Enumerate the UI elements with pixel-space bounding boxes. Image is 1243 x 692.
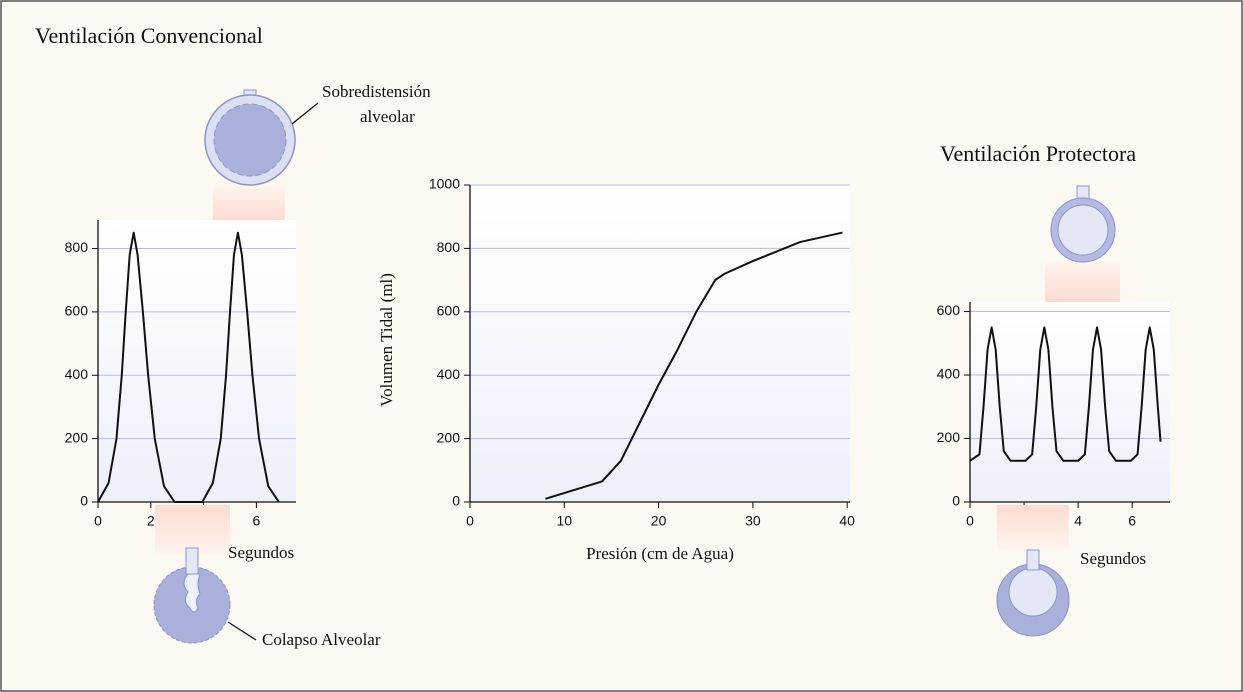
y-tick-label: 0 [952, 493, 960, 509]
x-tick-label: 4 [1074, 513, 1082, 529]
plot-area [98, 220, 296, 502]
x-tick-label: 0 [966, 513, 974, 529]
x-tick-label: 2 [147, 513, 155, 529]
annotation: Colapso Alveolar [262, 630, 381, 649]
x-tick-label: 10 [557, 513, 573, 529]
y-axis-label: Volumen Tidal (ml) [377, 273, 396, 407]
x-tick-label: 0 [94, 513, 102, 529]
chart-title: Ventilación Convencional [35, 23, 263, 48]
x-tick-label: 30 [745, 513, 761, 529]
plot-area [470, 185, 850, 502]
annotation: Sobredistensión [322, 82, 431, 101]
y-tick-label: 0 [80, 493, 88, 509]
y-tick-label: 600 [437, 303, 461, 319]
y-tick-label: 200 [65, 429, 89, 445]
y-tick-label: 600 [937, 302, 961, 318]
annotation: alveolar [360, 107, 415, 126]
chart-title: Ventilación Protectora [940, 141, 1136, 166]
x-tick-label: 6 [1128, 513, 1136, 529]
x-tick-label: 40 [839, 513, 855, 529]
x-axis-label: Segundos [1080, 549, 1146, 568]
x-tick-label: 6 [253, 513, 261, 529]
figure: 0200400600800024602004006008001000010203… [0, 0, 1243, 692]
x-tick-label: 20 [651, 513, 667, 529]
y-tick-label: 400 [437, 366, 461, 382]
x-axis-label: Presión (cm de Agua) [586, 544, 734, 563]
y-tick-label: 400 [65, 366, 89, 382]
y-tick-label: 600 [65, 303, 89, 319]
x-axis-label: Segundos [228, 543, 294, 562]
y-tick-label: 1000 [429, 176, 460, 192]
x-tick-label: 0 [466, 513, 474, 529]
y-tick-label: 800 [65, 239, 89, 255]
y-tick-label: 400 [937, 366, 961, 382]
y-tick-label: 0 [452, 493, 460, 509]
y-tick-label: 800 [437, 239, 461, 255]
y-tick-label: 200 [437, 429, 461, 445]
y-tick-label: 200 [937, 429, 961, 445]
